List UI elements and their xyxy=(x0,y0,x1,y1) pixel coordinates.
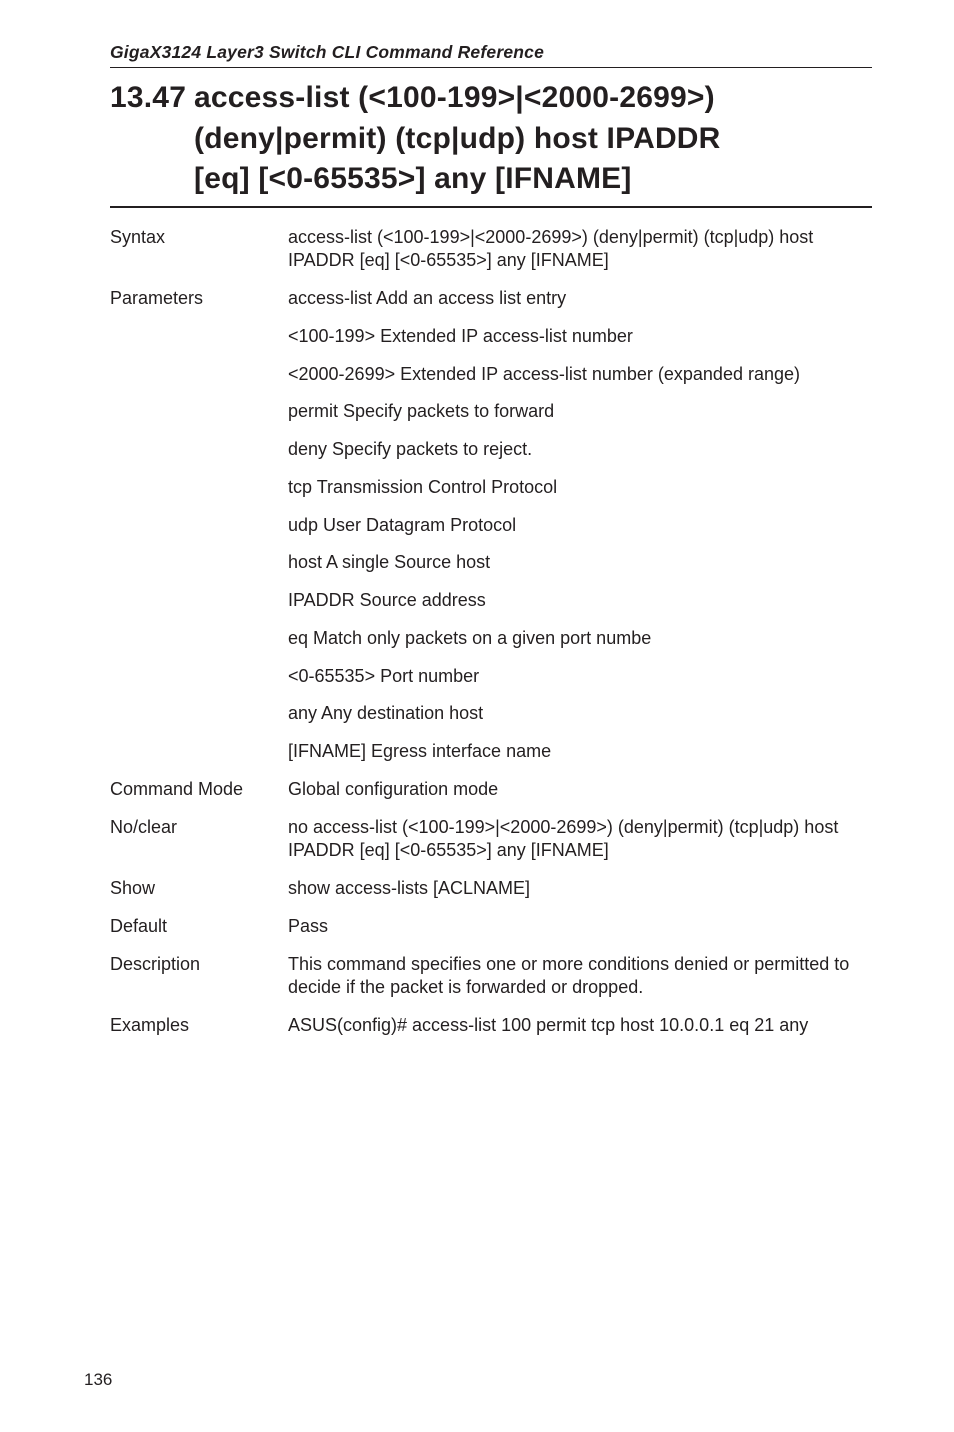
page-number: 136 xyxy=(84,1370,112,1390)
value-parameters: access-list Add an access list entry <10… xyxy=(288,287,872,764)
value-default: Pass xyxy=(288,915,872,939)
rule-top xyxy=(110,67,872,68)
param-item: access-list Add an access list entry xyxy=(288,287,872,311)
param-item: permit Specify packets to forward xyxy=(288,400,872,424)
body: Syntax access-list (<100-199>|<2000-2699… xyxy=(110,226,872,1038)
row-default: Default Pass xyxy=(110,915,872,939)
label-description: Description xyxy=(110,953,288,1001)
param-item: <100-199> Extended IP access-list number xyxy=(288,325,872,349)
label-show: Show xyxy=(110,877,288,901)
label-command-mode: Command Mode xyxy=(110,778,288,802)
value-syntax: access-list (<100-199>|<2000-2699>) (den… xyxy=(288,226,872,274)
row-description: Description This command specifies one o… xyxy=(110,953,872,1001)
param-item: IPADDR Source address xyxy=(288,589,872,613)
param-item: deny Specify packets to reject. xyxy=(288,438,872,462)
row-parameters: Parameters access-list Add an access lis… xyxy=(110,287,872,764)
row-no-clear: No/clear no access-list (<100-199>|<2000… xyxy=(110,816,872,864)
param-item: <0-65535> Port number xyxy=(288,665,872,689)
title-line3: [eq] [<0-65535>] any [IFNAME] xyxy=(110,159,872,200)
param-item: any Any destination host xyxy=(288,702,872,726)
row-examples: Examples ASUS(config)# access-list 100 p… xyxy=(110,1014,872,1038)
section-number: 13.47 xyxy=(110,78,194,119)
title-line1: access-list (<100-199>|<2000-2699>) xyxy=(194,81,715,114)
row-command-mode: Command Mode Global configuration mode xyxy=(110,778,872,802)
value-no-clear: no access-list (<100-199>|<2000-2699>) (… xyxy=(288,816,872,864)
param-item: tcp Transmission Control Protocol xyxy=(288,476,872,500)
value-examples: ASUS(config)# access-list 100 permit tcp… xyxy=(288,1014,872,1038)
param-item: host A single Source host xyxy=(288,551,872,575)
param-item: [IFNAME] Egress interface name xyxy=(288,740,872,764)
label-examples: Examples xyxy=(110,1014,288,1038)
value-command-mode: Global configuration mode xyxy=(288,778,872,802)
row-show: Show show access-lists [ACLNAME] xyxy=(110,877,872,901)
row-syntax: Syntax access-list (<100-199>|<2000-2699… xyxy=(110,226,872,274)
running-head: GigaX3124 Layer3 Switch CLI Command Refe… xyxy=(110,42,872,63)
label-default: Default xyxy=(110,915,288,939)
label-parameters: Parameters xyxy=(110,287,288,764)
label-no-clear: No/clear xyxy=(110,816,288,864)
param-item: <2000-2699> Extended IP access-list numb… xyxy=(288,363,872,387)
label-syntax: Syntax xyxy=(110,226,288,274)
param-item: eq Match only packets on a given port nu… xyxy=(288,627,872,651)
rule-under-title xyxy=(110,206,872,208)
title-line2: (deny|permit) (tcp|udp) host IPADDR xyxy=(110,119,872,160)
param-item: udp User Datagram Protocol xyxy=(288,514,872,538)
value-show: show access-lists [ACLNAME] xyxy=(288,877,872,901)
value-description: This command specifies one or more condi… xyxy=(288,953,872,1001)
page: GigaX3124 Layer3 Switch CLI Command Refe… xyxy=(0,0,954,1432)
section-title: 13.47access-list (<100-199>|<2000-2699>)… xyxy=(110,78,872,200)
